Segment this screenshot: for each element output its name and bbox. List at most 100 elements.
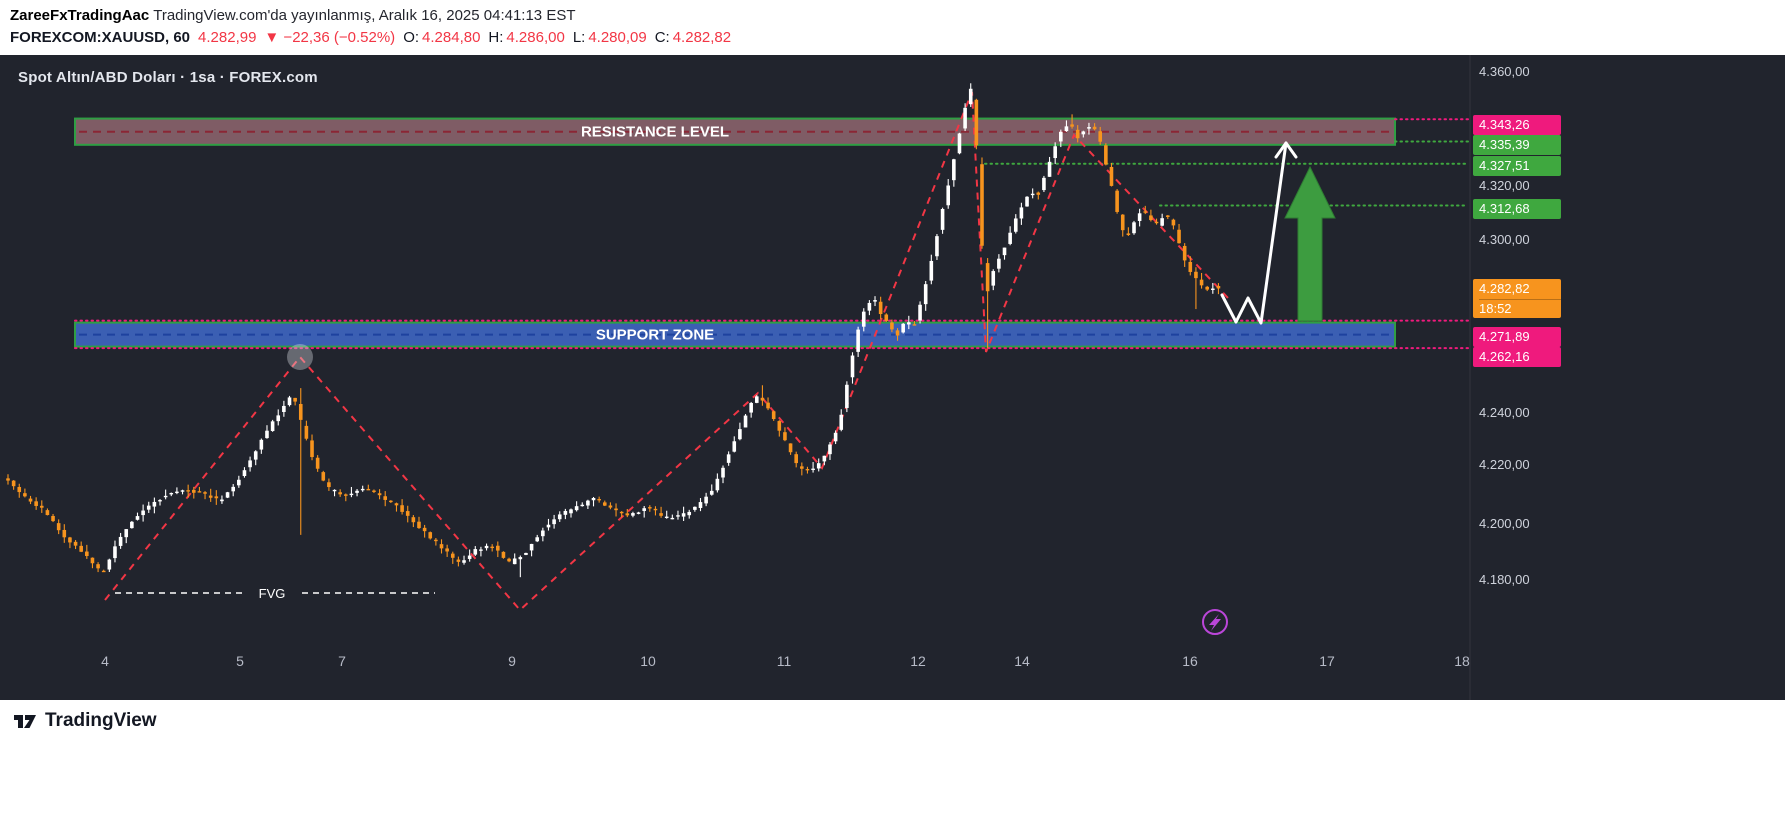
open-label: O: (403, 29, 420, 46)
candle (895, 328, 900, 341)
candle (56, 519, 61, 535)
candle (1137, 208, 1142, 227)
candle (338, 489, 342, 497)
candle (490, 544, 494, 552)
candle (997, 254, 1001, 273)
candle (670, 514, 675, 520)
candle (929, 254, 934, 285)
time-axis-label: 4 (101, 653, 109, 669)
candlestick-chart[interactable]: FVG RESISTANCE LEVEL SUPPORT ZONE (0, 55, 1785, 700)
candle (918, 301, 922, 324)
bullish-arrow-icon[interactable] (1284, 165, 1336, 322)
tradingview-logo-icon[interactable] (12, 708, 38, 734)
zone-label: RESISTANCE LEVEL (581, 124, 729, 141)
candle (1036, 191, 1041, 200)
ohlc-low: L: 4.280,09 (573, 29, 647, 46)
candle (766, 397, 770, 411)
candle (518, 555, 523, 578)
candle (861, 308, 866, 332)
candle (839, 409, 844, 432)
candle (1154, 218, 1159, 225)
candle (417, 516, 421, 529)
low-value: 4.280,09 (588, 29, 647, 46)
candle (935, 234, 939, 260)
candle (535, 534, 540, 543)
candle (496, 541, 500, 558)
candle (180, 489, 185, 495)
price-axis[interactable]: 4.360,00 4.343,26 4.335,39 4.327,51 4.320,00… (0, 55, 1785, 700)
price-axis-label: 4.200,00 (1479, 516, 1530, 531)
candle (907, 315, 911, 330)
candle (715, 473, 720, 493)
candle (631, 511, 635, 518)
candle (681, 506, 686, 522)
candle (698, 498, 703, 512)
candle (1070, 114, 1074, 129)
candle (985, 258, 990, 349)
candle (225, 491, 230, 499)
zigzag-trendline[interactable] (104, 91, 1229, 612)
candle (467, 549, 472, 562)
candle (208, 488, 213, 502)
author-name[interactable]: ZareeFxTradingAac (10, 7, 150, 24)
candle (608, 502, 613, 510)
candle (991, 269, 996, 291)
price-axis-label: 4.335,39 (1473, 135, 1561, 155)
brand-name[interactable]: TradingView (45, 710, 157, 731)
candle (845, 381, 849, 413)
candle (664, 510, 669, 519)
candle (512, 553, 517, 565)
candle (259, 438, 264, 454)
candle (1194, 267, 1198, 310)
price-axis-label: 4.343,26 (1473, 115, 1561, 135)
time-axis-label: 18 (1454, 653, 1470, 669)
time-axis[interactable]: 4 5 7 9 10 11 12 14 16 17 18 (0, 55, 1785, 700)
trendline-layer (104, 91, 1229, 612)
time-axis-label: 16 (1182, 653, 1198, 669)
projection-path[interactable] (1220, 141, 1288, 325)
candle (878, 296, 883, 320)
chart-area[interactable]: FVG RESISTANCE LEVEL SUPPORT ZONE Spot Alt… (0, 55, 1785, 700)
candle (293, 397, 297, 406)
candle (304, 420, 309, 441)
candle (389, 500, 393, 503)
candle (940, 207, 945, 234)
flash-circle-icon[interactable] (1202, 609, 1228, 635)
symbol-line: FOREXCOM:XAUUSD, 60 4.282,99 ▼ −22,36 (−… (10, 29, 1785, 46)
price-axis-label: 4.240,00 (1479, 405, 1530, 420)
swing-marker-circle[interactable] (287, 344, 313, 370)
candle (23, 488, 27, 498)
symbol-title[interactable]: FOREXCOM:XAUUSD, 60 (10, 29, 191, 46)
candle (732, 436, 737, 453)
candle (377, 489, 382, 500)
candle (777, 420, 782, 437)
candle (529, 543, 534, 557)
candle (39, 500, 44, 513)
candle (726, 451, 731, 466)
low-label: L: (572, 29, 586, 46)
candle (794, 451, 798, 468)
candle (287, 395, 292, 407)
candle (1115, 189, 1119, 214)
candle (884, 313, 889, 322)
open-value: 4.284,80 (422, 29, 481, 46)
candle (344, 493, 348, 502)
candle (591, 496, 596, 507)
candle (625, 509, 630, 518)
close-value: 4.282,82 (672, 29, 732, 46)
candle (546, 518, 551, 531)
candle (541, 527, 545, 542)
lightning-bolt-icon (1209, 614, 1221, 631)
candle (107, 558, 112, 573)
candle (73, 540, 78, 550)
candle (146, 501, 151, 513)
zone-box[interactable] (74, 321, 1396, 348)
candle (118, 532, 123, 549)
candle (946, 179, 951, 209)
candle (237, 475, 241, 488)
candle (270, 419, 275, 432)
candle (6, 474, 10, 485)
candle (383, 491, 388, 507)
candle (771, 410, 776, 421)
